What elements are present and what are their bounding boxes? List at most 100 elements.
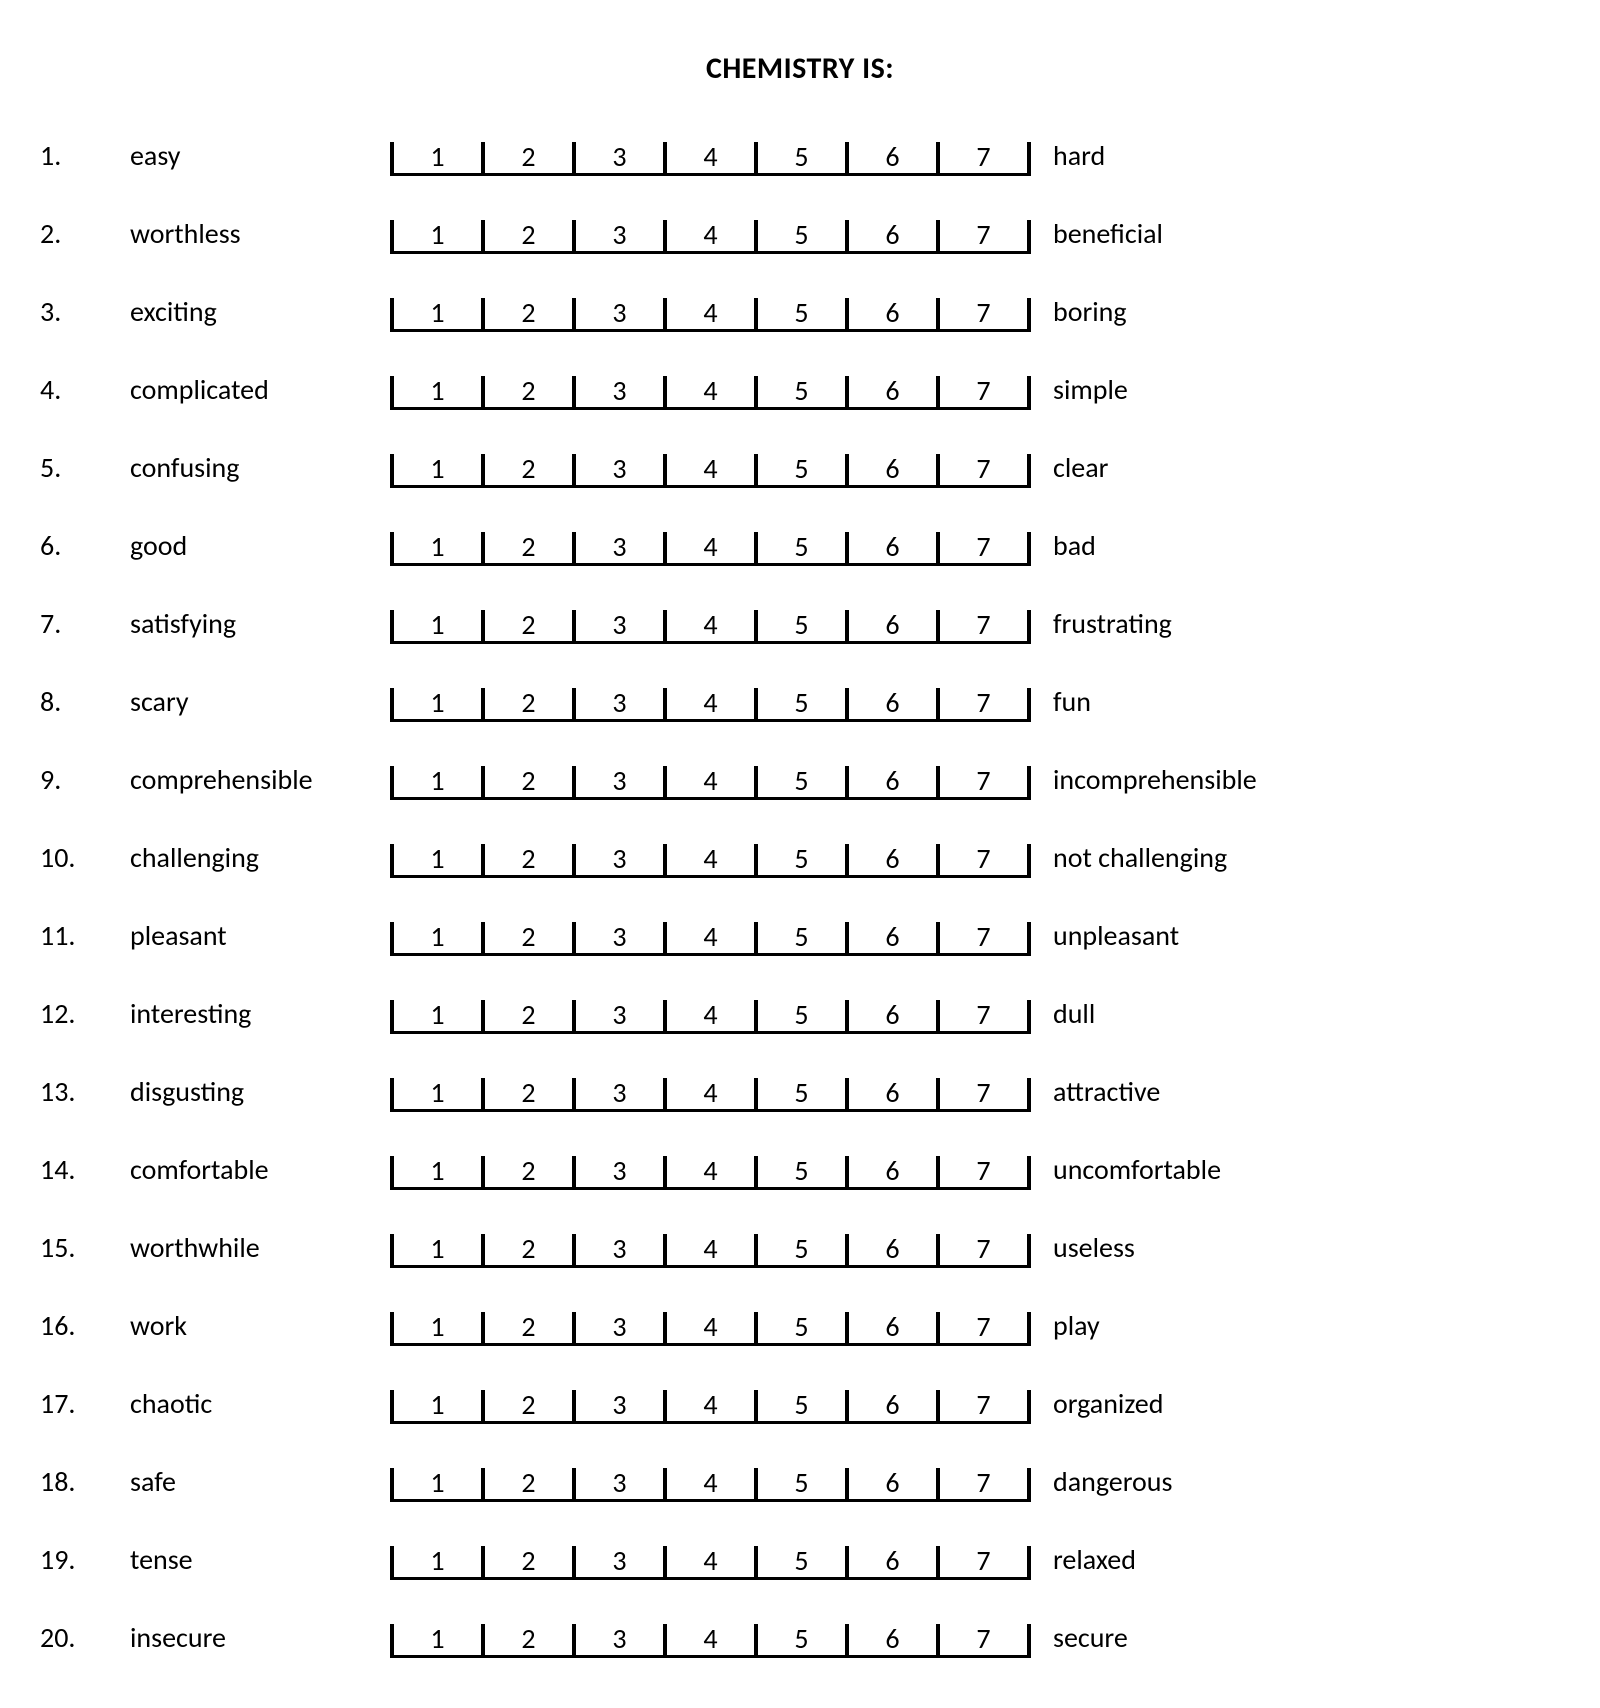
scale-point[interactable]: 1 <box>394 377 481 410</box>
scale-point[interactable]: 2 <box>485 1235 572 1268</box>
scale-point[interactable]: 2 <box>485 923 572 956</box>
scale-point[interactable]: 3 <box>576 845 663 878</box>
scale-point[interactable]: 3 <box>576 1469 663 1502</box>
scale-point[interactable]: 4 <box>667 1391 754 1424</box>
scale-point[interactable]: 3 <box>576 1001 663 1034</box>
scale-point[interactable]: 6 <box>849 1625 936 1658</box>
scale-point[interactable]: 4 <box>667 767 754 800</box>
scale-point[interactable]: 7 <box>940 689 1027 722</box>
scale-point[interactable]: 2 <box>485 1157 572 1190</box>
scale-point[interactable]: 4 <box>667 611 754 644</box>
scale-point[interactable]: 4 <box>667 689 754 722</box>
scale-point[interactable]: 5 <box>758 689 845 722</box>
scale-point[interactable]: 1 <box>394 299 481 332</box>
scale-point[interactable]: 7 <box>940 1157 1027 1190</box>
scale-point[interactable]: 7 <box>940 767 1027 800</box>
scale-point[interactable]: 5 <box>758 1469 845 1502</box>
scale-point[interactable]: 6 <box>849 1001 936 1034</box>
scale-point[interactable]: 7 <box>940 221 1027 254</box>
scale-point[interactable]: 5 <box>758 845 845 878</box>
scale-point[interactable]: 1 <box>394 1313 481 1346</box>
scale-point[interactable]: 4 <box>667 1235 754 1268</box>
scale-point[interactable]: 2 <box>485 299 572 332</box>
scale-point[interactable]: 7 <box>940 1391 1027 1424</box>
scale-point[interactable]: 2 <box>485 845 572 878</box>
scale-point[interactable]: 4 <box>667 1625 754 1658</box>
scale-point[interactable]: 3 <box>576 299 663 332</box>
scale-point[interactable]: 5 <box>758 377 845 410</box>
scale-point[interactable]: 5 <box>758 1391 845 1424</box>
scale-point[interactable]: 5 <box>758 533 845 566</box>
scale-point[interactable]: 2 <box>485 689 572 722</box>
scale-point[interactable]: 5 <box>758 1235 845 1268</box>
scale-point[interactable]: 3 <box>576 689 663 722</box>
scale-point[interactable]: 6 <box>849 689 936 722</box>
scale-point[interactable]: 4 <box>667 1469 754 1502</box>
scale-point[interactable]: 6 <box>849 1469 936 1502</box>
scale-point[interactable]: 3 <box>576 1313 663 1346</box>
scale-point[interactable]: 3 <box>576 1391 663 1424</box>
scale-point[interactable]: 6 <box>849 143 936 176</box>
scale-point[interactable]: 3 <box>576 767 663 800</box>
scale-point[interactable]: 3 <box>576 611 663 644</box>
scale-point[interactable]: 7 <box>940 143 1027 176</box>
scale-point[interactable]: 5 <box>758 611 845 644</box>
scale-point[interactable]: 1 <box>394 1157 481 1190</box>
scale-point[interactable]: 4 <box>667 1547 754 1580</box>
scale-point[interactable]: 4 <box>667 1079 754 1112</box>
scale-point[interactable]: 3 <box>576 1079 663 1112</box>
scale-point[interactable]: 3 <box>576 143 663 176</box>
scale-point[interactable]: 7 <box>940 533 1027 566</box>
scale-point[interactable]: 1 <box>394 1079 481 1112</box>
scale-point[interactable]: 5 <box>758 1001 845 1034</box>
scale-point[interactable]: 1 <box>394 1391 481 1424</box>
scale-point[interactable]: 6 <box>849 533 936 566</box>
scale-point[interactable]: 4 <box>667 845 754 878</box>
scale-point[interactable]: 7 <box>940 1001 1027 1034</box>
scale-point[interactable]: 4 <box>667 1157 754 1190</box>
scale-point[interactable]: 2 <box>485 1001 572 1034</box>
scale-point[interactable]: 3 <box>576 533 663 566</box>
scale-point[interactable]: 1 <box>394 845 481 878</box>
scale-point[interactable]: 3 <box>576 923 663 956</box>
scale-point[interactable]: 1 <box>394 923 481 956</box>
scale-point[interactable]: 1 <box>394 143 481 176</box>
scale-point[interactable]: 1 <box>394 1547 481 1580</box>
scale-point[interactable]: 4 <box>667 377 754 410</box>
scale-point[interactable]: 2 <box>485 767 572 800</box>
scale-point[interactable]: 4 <box>667 143 754 176</box>
scale-point[interactable]: 7 <box>940 455 1027 488</box>
scale-point[interactable]: 6 <box>849 377 936 410</box>
scale-point[interactable]: 3 <box>576 1547 663 1580</box>
scale-point[interactable]: 5 <box>758 299 845 332</box>
scale-point[interactable]: 3 <box>576 1625 663 1658</box>
scale-point[interactable]: 1 <box>394 1001 481 1034</box>
scale-point[interactable]: 2 <box>485 1313 572 1346</box>
scale-point[interactable]: 2 <box>485 455 572 488</box>
scale-point[interactable]: 5 <box>758 1079 845 1112</box>
scale-point[interactable]: 3 <box>576 455 663 488</box>
scale-point[interactable]: 7 <box>940 1547 1027 1580</box>
scale-point[interactable]: 6 <box>849 1235 936 1268</box>
scale-point[interactable]: 1 <box>394 611 481 644</box>
scale-point[interactable]: 6 <box>849 923 936 956</box>
scale-point[interactable]: 7 <box>940 1469 1027 1502</box>
scale-point[interactable]: 6 <box>849 1391 936 1424</box>
scale-point[interactable]: 1 <box>394 689 481 722</box>
scale-point[interactable]: 4 <box>667 221 754 254</box>
scale-point[interactable]: 7 <box>940 1079 1027 1112</box>
scale-point[interactable]: 2 <box>485 1625 572 1658</box>
scale-point[interactable]: 3 <box>576 221 663 254</box>
scale-point[interactable]: 7 <box>940 1625 1027 1658</box>
scale-point[interactable]: 7 <box>940 1313 1027 1346</box>
scale-point[interactable]: 4 <box>667 455 754 488</box>
scale-point[interactable]: 3 <box>576 377 663 410</box>
scale-point[interactable]: 6 <box>849 1313 936 1346</box>
scale-point[interactable]: 5 <box>758 455 845 488</box>
scale-point[interactable]: 1 <box>394 533 481 566</box>
scale-point[interactable]: 4 <box>667 299 754 332</box>
scale-point[interactable]: 2 <box>485 143 572 176</box>
scale-point[interactable]: 6 <box>849 1547 936 1580</box>
scale-point[interactable]: 5 <box>758 1625 845 1658</box>
scale-point[interactable]: 7 <box>940 845 1027 878</box>
